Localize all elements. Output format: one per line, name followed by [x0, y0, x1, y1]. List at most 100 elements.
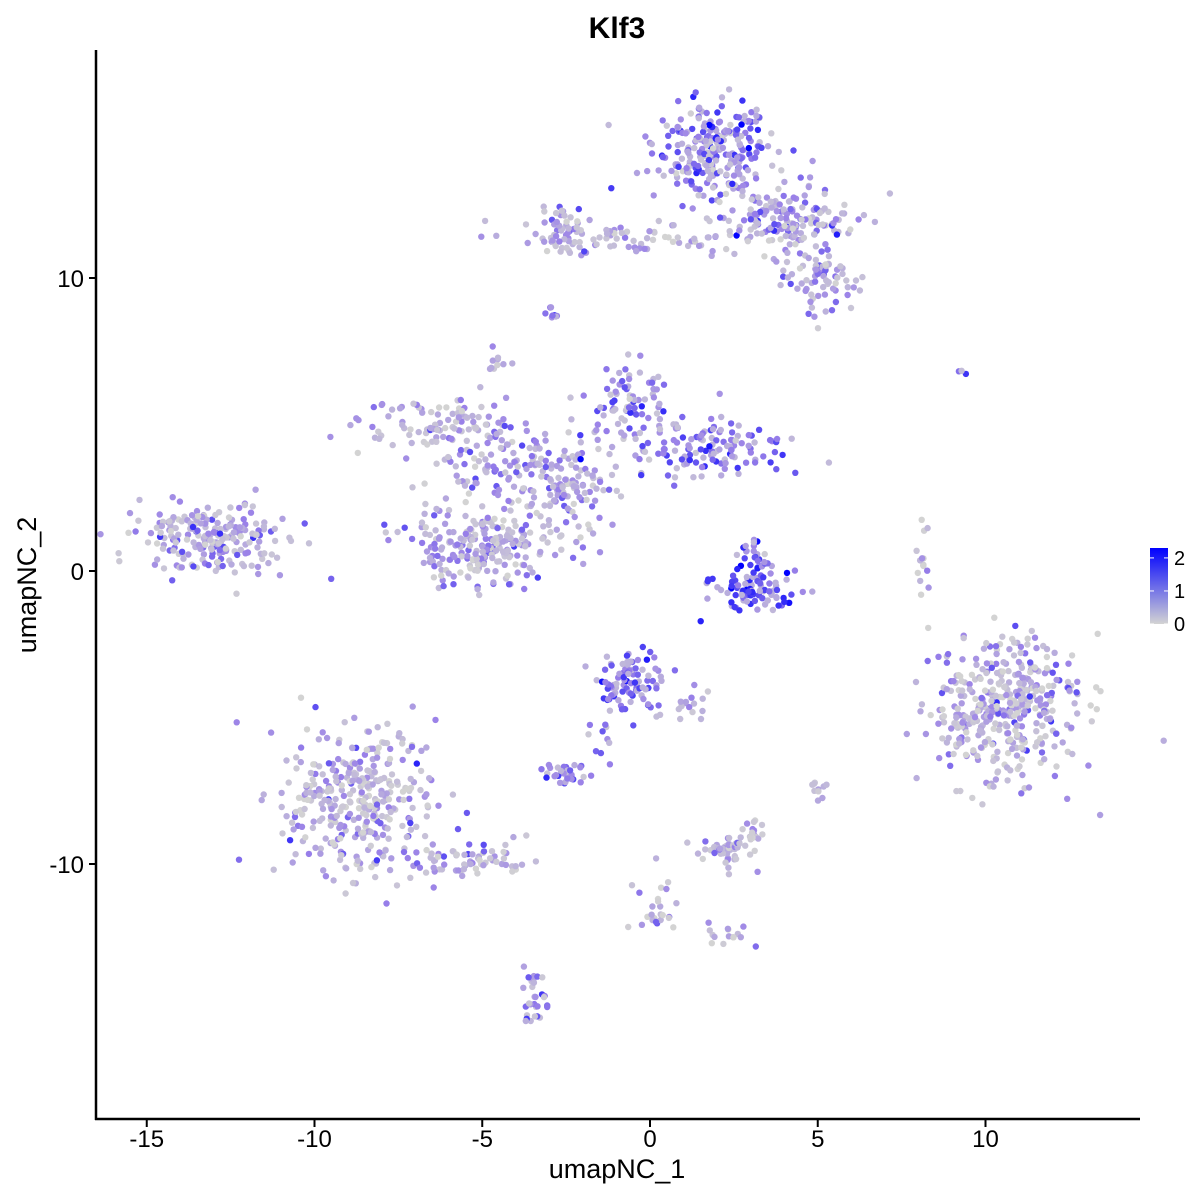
data-point: [822, 308, 829, 315]
data-point: [675, 97, 682, 105]
data-point: [745, 442, 752, 449]
data-point: [433, 434, 440, 441]
data-point: [178, 564, 185, 571]
data-point: [607, 391, 614, 398]
data-point: [234, 551, 241, 559]
data-point: [660, 172, 667, 179]
data-point: [1041, 756, 1048, 763]
data-point: [1018, 664, 1026, 671]
data-point: [1001, 683, 1008, 691]
data-point: [353, 415, 360, 422]
data-point: [809, 781, 816, 788]
data-point: [205, 561, 212, 569]
data-point: [255, 570, 262, 578]
data-point: [457, 535, 464, 542]
data-point: [966, 681, 973, 688]
y-axis-ticks: 10 0 -10: [49, 266, 96, 879]
data-point: [803, 277, 810, 284]
data-point: [723, 171, 730, 178]
data-point: [380, 798, 387, 805]
data-point: [547, 528, 554, 536]
data-point: [597, 404, 604, 411]
data-point: [208, 553, 216, 560]
data-point: [293, 765, 300, 772]
data-point: [618, 706, 626, 713]
data-point: [780, 206, 787, 213]
data-point: [307, 769, 315, 777]
data-point: [375, 744, 382, 751]
data-point: [747, 834, 754, 841]
data-point: [758, 144, 765, 151]
data-point: [734, 136, 742, 143]
data-point: [292, 808, 300, 816]
data-point: [376, 849, 383, 856]
data-point: [230, 529, 238, 536]
data-point: [261, 550, 268, 557]
data-point: [783, 569, 791, 577]
data-point: [636, 889, 643, 896]
data-point: [494, 558, 501, 565]
data-point: [359, 829, 367, 836]
data-point: [728, 453, 736, 460]
data-point: [307, 789, 314, 796]
data-point: [342, 760, 349, 768]
data-point: [589, 530, 597, 537]
data-point: [816, 209, 824, 217]
data-point: [739, 175, 746, 182]
data-point: [472, 424, 480, 431]
data-point: [718, 103, 725, 110]
data-point: [1013, 722, 1020, 729]
data-point: [189, 523, 197, 531]
data-point: [756, 587, 763, 595]
data-point: [472, 865, 480, 872]
data-point: [563, 244, 570, 251]
data-point: [722, 190, 730, 198]
data-point: [154, 556, 161, 563]
data-point: [1018, 744, 1025, 751]
data-point: [718, 94, 726, 101]
data-point: [368, 863, 375, 871]
data-point: [753, 112, 760, 120]
data-point: [1046, 716, 1054, 723]
data-point: [509, 529, 516, 536]
data-point: [474, 586, 481, 593]
data-point: [570, 500, 577, 508]
data-point: [675, 239, 683, 246]
data-point: [237, 546, 244, 553]
data-point: [534, 460, 541, 467]
data-point: [1043, 664, 1051, 672]
data-point: [787, 205, 794, 213]
data-point: [809, 588, 816, 595]
data-point: [735, 114, 743, 121]
data-point: [839, 270, 846, 278]
data-point: [429, 841, 436, 848]
data-point: [747, 206, 754, 213]
data-point: [283, 813, 290, 820]
data-point: [968, 671, 976, 678]
data-point: [332, 773, 339, 780]
data-point: [576, 243, 583, 251]
data-point: [812, 243, 820, 250]
data-point: [1045, 682, 1053, 690]
data-point: [502, 841, 509, 849]
data-point: [828, 307, 836, 314]
data-point: [732, 855, 740, 863]
data-point: [903, 730, 910, 738]
data-point: [754, 868, 761, 875]
data-point: [472, 521, 479, 528]
data-point: [745, 144, 752, 152]
x-tick-label: -5: [472, 1126, 493, 1153]
data-point: [977, 744, 985, 751]
data-point: [695, 242, 703, 250]
data-point: [484, 439, 491, 447]
data-point: [641, 245, 648, 252]
data-point: [705, 919, 712, 926]
data-point: [556, 238, 563, 245]
color-legend: 2 1 0: [1150, 548, 1185, 636]
data-point: [696, 186, 703, 193]
data-point: [612, 406, 619, 413]
data-point: [983, 639, 990, 647]
data-point: [166, 518, 173, 525]
data-point: [814, 325, 822, 332]
data-point: [346, 810, 354, 818]
